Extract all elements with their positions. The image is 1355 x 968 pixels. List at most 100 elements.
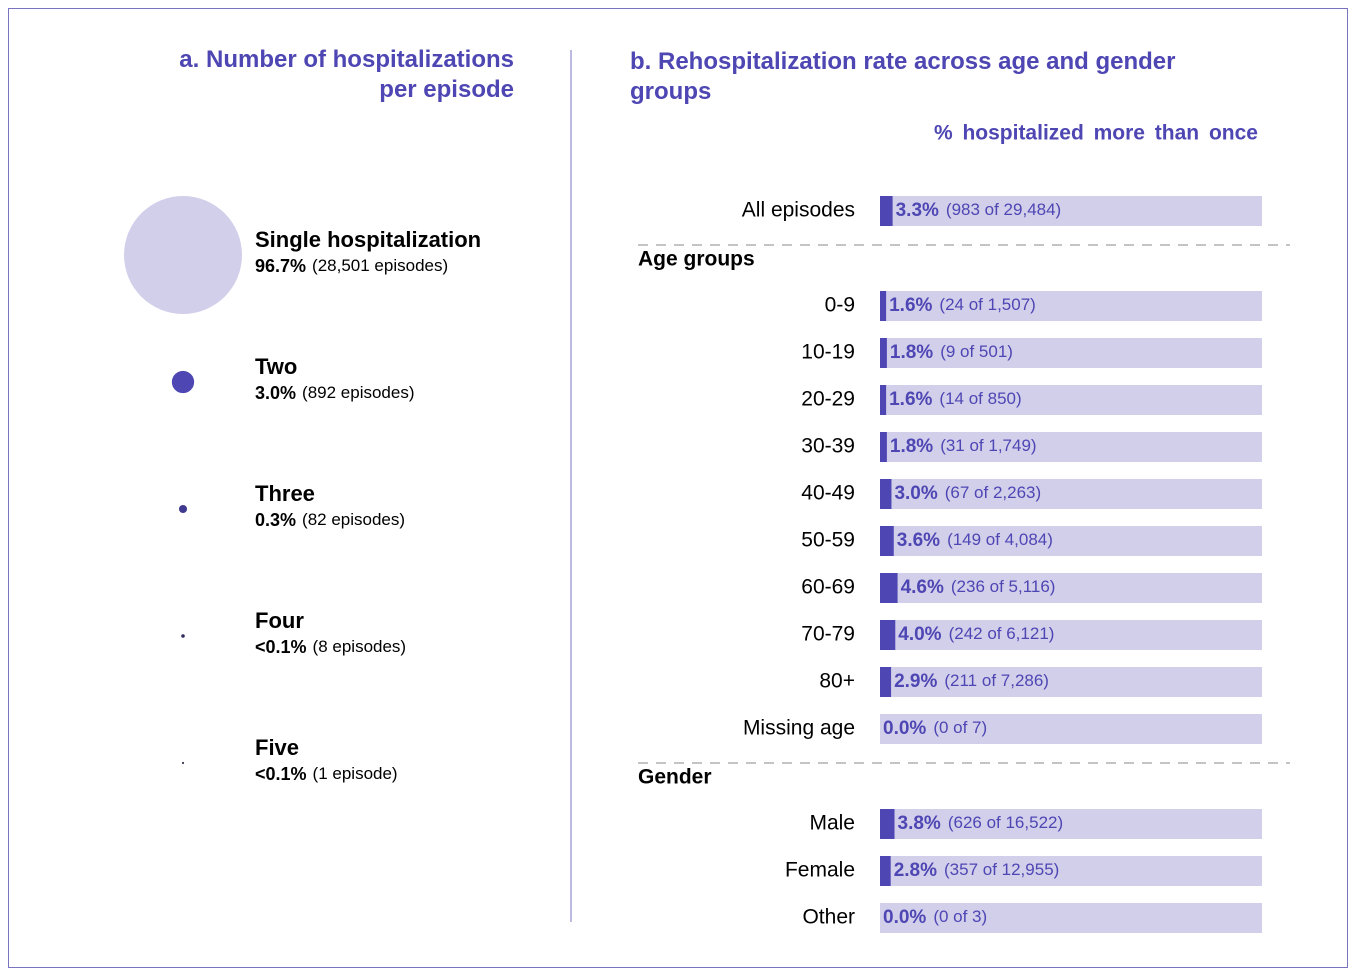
category-label: Missing age xyxy=(743,717,855,740)
category-label: Two xyxy=(255,354,297,379)
bar xyxy=(880,432,887,462)
group-label: Age groups xyxy=(638,248,755,271)
bar xyxy=(880,291,887,321)
count-label: (0 of 7) xyxy=(933,718,987,737)
value-text: 0.3% (82 episodes) xyxy=(255,510,405,530)
group-label: Gender xyxy=(638,766,712,789)
value-text: 2.8% (357 of 12,955) xyxy=(894,860,1060,881)
category-label: 80+ xyxy=(819,670,855,693)
bar-background xyxy=(880,479,1262,509)
category-label: 30-39 xyxy=(801,435,855,458)
value-text: 3.3% (983 of 29,484) xyxy=(896,200,1062,221)
category-label: Male xyxy=(809,812,855,835)
bar xyxy=(880,385,887,415)
count-label: (983 of 29,484) xyxy=(946,200,1061,219)
count-label: (24 of 1,507) xyxy=(939,295,1035,314)
bar-background xyxy=(880,903,1262,933)
category-label: 40-49 xyxy=(801,482,855,505)
count-label: (14 of 850) xyxy=(939,389,1021,408)
category-label: Other xyxy=(802,906,855,929)
bubble xyxy=(178,504,188,514)
bar xyxy=(880,526,894,556)
value-label: 2.9% xyxy=(894,671,937,692)
bar-background xyxy=(880,809,1262,839)
count-label: (242 of 6,121) xyxy=(949,624,1055,643)
bar-background xyxy=(880,196,1262,226)
value-text: 1.8% (31 of 1,749) xyxy=(890,436,1037,457)
value-label: 2.8% xyxy=(894,860,937,881)
bar-background xyxy=(880,620,1262,650)
bar-background xyxy=(880,291,1262,321)
bubble xyxy=(181,634,185,638)
value-label: 0.3% xyxy=(255,510,296,530)
value-text: 1.8% (9 of 501) xyxy=(890,342,1013,363)
value-label: 0.0% xyxy=(883,907,926,928)
value-label: 4.6% xyxy=(901,577,944,598)
bubble xyxy=(124,196,242,314)
value-text: 2.9% (211 of 7,286) xyxy=(894,671,1049,692)
category-label: All episodes xyxy=(742,199,855,222)
bar-background xyxy=(880,573,1262,603)
panel-b-title: b. Rehospitalization rate across age and… xyxy=(630,48,1176,105)
value-text: 3.8% (626 of 16,522) xyxy=(898,813,1064,834)
value-label: 1.8% xyxy=(890,342,933,363)
count-label: (9 of 501) xyxy=(940,342,1013,361)
count-label: (31 of 1,749) xyxy=(940,436,1036,455)
value-label: 3.3% xyxy=(896,200,939,221)
value-text: 0.0% (0 of 7) xyxy=(883,718,987,739)
value-label: 0.0% xyxy=(883,718,926,739)
value-text: 4.0% (242 of 6,121) xyxy=(898,624,1054,645)
count-label: (892 episodes) xyxy=(302,383,414,402)
category-label: Five xyxy=(255,735,299,760)
bar-background xyxy=(880,432,1262,462)
count-label: (236 of 5,116) xyxy=(951,577,1056,596)
value-text: 4.6% (236 of 5,116) xyxy=(901,577,1056,598)
count-label: (8 episodes) xyxy=(313,637,407,656)
value-text: 3.6% (149 of 4,084) xyxy=(897,530,1053,551)
category-label: 50-59 xyxy=(801,529,855,552)
bar xyxy=(880,479,892,509)
value-text: <0.1% (1 episode) xyxy=(255,764,398,784)
bar xyxy=(880,856,891,886)
value-label: 1.6% xyxy=(889,295,932,316)
value-label: 4.0% xyxy=(898,624,941,645)
bar-background xyxy=(880,667,1262,697)
category-label: 70-79 xyxy=(801,623,855,646)
value-text: 3.0% (67 of 2,263) xyxy=(894,483,1041,504)
count-label: (626 of 16,522) xyxy=(948,813,1063,832)
bubble xyxy=(181,761,185,765)
panel-a-title: a. Number of hospitalizations per episod… xyxy=(179,46,514,103)
value-label: 3.0% xyxy=(255,383,296,403)
count-label: (0 of 3) xyxy=(933,907,987,926)
bar xyxy=(880,338,887,368)
bar-background xyxy=(880,856,1262,886)
bar-background xyxy=(880,385,1262,415)
bar-background xyxy=(880,526,1262,556)
count-label: (211 of 7,286) xyxy=(944,671,1049,690)
x-axis-label: % hospitalized more than once xyxy=(934,122,1258,145)
bar xyxy=(880,196,893,226)
category-label: 20-29 xyxy=(801,388,855,411)
count-label: (1 episode) xyxy=(313,764,398,783)
value-label: 3.0% xyxy=(894,483,937,504)
bubble xyxy=(171,370,195,394)
value-label: 3.6% xyxy=(897,530,940,551)
count-label: (149 of 4,084) xyxy=(947,530,1053,549)
value-text: 0.0% (0 of 3) xyxy=(883,907,987,928)
count-label: (67 of 2,263) xyxy=(945,483,1041,502)
category-label: Female xyxy=(785,859,855,882)
value-text: 1.6% (24 of 1,507) xyxy=(889,295,1036,316)
category-label: Single hospitalization xyxy=(255,227,481,252)
bar xyxy=(880,573,898,603)
category-label: Four xyxy=(255,608,304,633)
category-label: 60-69 xyxy=(801,576,855,599)
value-text: 1.6% (14 of 850) xyxy=(889,389,1022,410)
value-label: 3.8% xyxy=(898,813,941,834)
bar-background xyxy=(880,714,1262,744)
value-label: 1.6% xyxy=(889,389,932,410)
category-label: 0-9 xyxy=(825,294,855,317)
value-text: 3.0% (892 episodes) xyxy=(255,383,415,403)
bar-background xyxy=(880,338,1262,368)
